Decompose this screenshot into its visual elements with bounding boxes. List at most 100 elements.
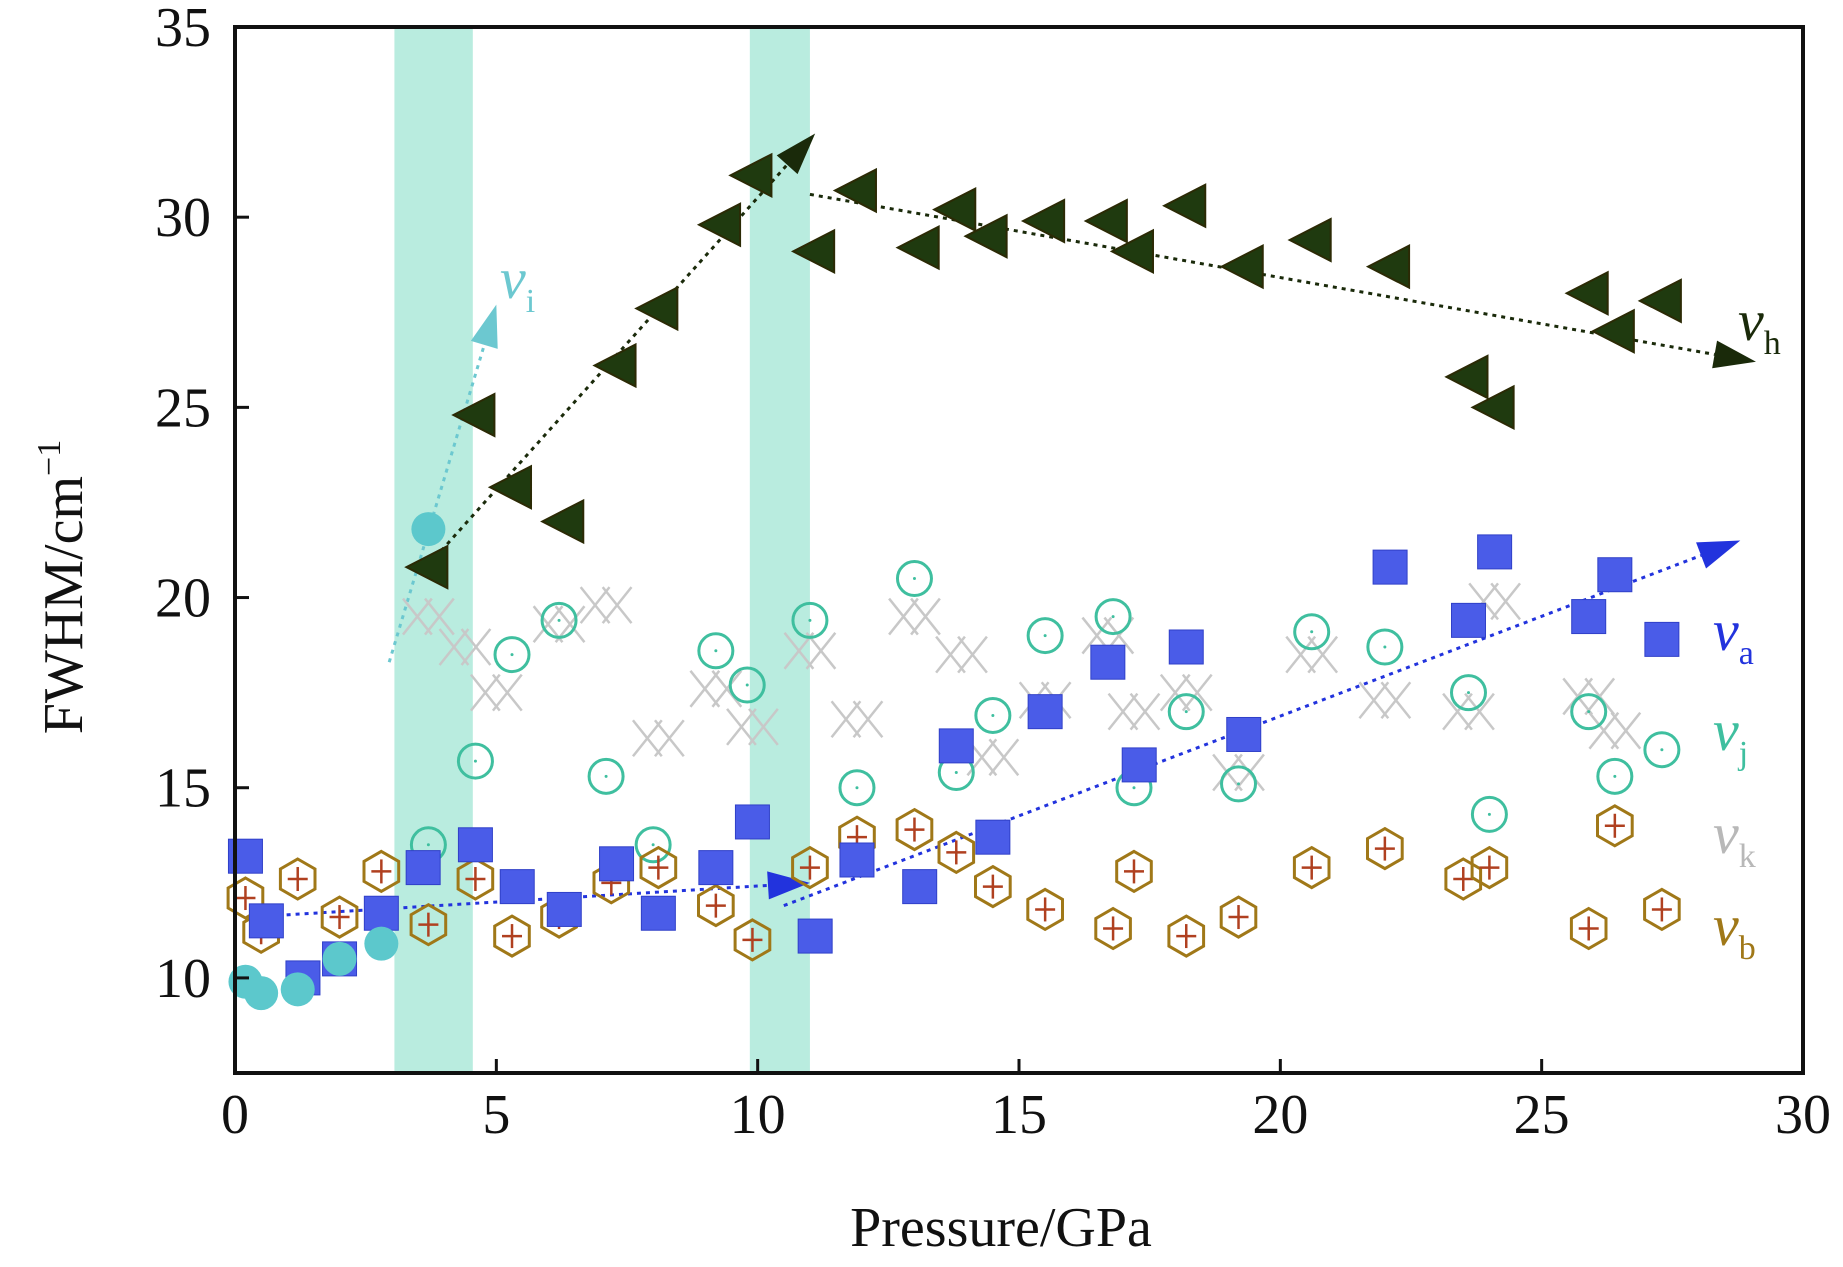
point-i-1 bbox=[244, 976, 279, 1011]
point-j-20 bbox=[1449, 674, 1487, 712]
point-a-4 bbox=[363, 895, 399, 931]
x-tick-label-4: 20 bbox=[1252, 1084, 1308, 1146]
point-b-5 bbox=[409, 902, 448, 947]
point-k-22 bbox=[1562, 677, 1616, 716]
point-k-23 bbox=[1588, 711, 1642, 750]
point-k-4 bbox=[579, 586, 633, 624]
point-a-25 bbox=[1477, 534, 1513, 570]
point-a-10 bbox=[640, 895, 676, 931]
point-a-20 bbox=[1121, 747, 1157, 783]
trend-i-0 bbox=[387, 344, 486, 663]
y-tick-label-2: 20 bbox=[155, 568, 211, 630]
x-tick-label-5: 25 bbox=[1514, 1084, 1570, 1146]
point-a-8 bbox=[546, 891, 582, 927]
transition-band-1 bbox=[394, 27, 473, 1073]
point-a-17 bbox=[975, 819, 1011, 855]
point-h-24 bbox=[1637, 278, 1682, 324]
point-k-1 bbox=[438, 628, 492, 666]
point-k-10 bbox=[888, 597, 941, 636]
point-b-10 bbox=[639, 845, 678, 890]
series-label-h: νh bbox=[1738, 288, 1781, 362]
point-b-25 bbox=[1444, 857, 1483, 901]
point-k-21 bbox=[1468, 582, 1522, 621]
point-k-2 bbox=[469, 673, 523, 712]
point-k-6 bbox=[689, 670, 743, 708]
point-k-0 bbox=[402, 597, 455, 636]
trend-arrow-h-1 bbox=[1712, 340, 1756, 369]
trend-arrow-i-0 bbox=[470, 304, 498, 349]
point-j-12 bbox=[974, 696, 1012, 734]
point-a-13 bbox=[797, 918, 833, 954]
point-a-1 bbox=[248, 903, 284, 939]
point-b-0 bbox=[226, 876, 265, 920]
point-k-19 bbox=[1358, 681, 1412, 720]
point-i-3 bbox=[322, 941, 357, 976]
point-h-23 bbox=[1590, 308, 1635, 354]
point-j-18 bbox=[1293, 613, 1331, 651]
point-k-20 bbox=[1442, 692, 1495, 731]
point-a-12 bbox=[734, 804, 770, 840]
point-j-21 bbox=[1470, 795, 1508, 833]
point-b-13 bbox=[791, 845, 829, 890]
point-b-15 bbox=[895, 807, 934, 852]
point-h-9 bbox=[832, 167, 877, 214]
point-h-13 bbox=[1020, 198, 1066, 244]
point-b-21 bbox=[1167, 914, 1206, 958]
point-k-12 bbox=[966, 738, 1020, 777]
point-a-15 bbox=[902, 869, 938, 905]
point-h-8 bbox=[790, 228, 836, 275]
point-h-15 bbox=[1109, 228, 1154, 275]
point-h-6 bbox=[696, 202, 742, 248]
point-k-11 bbox=[935, 635, 988, 674]
point-h-16 bbox=[1162, 183, 1207, 229]
point-j-17 bbox=[1220, 765, 1258, 803]
point-j-8 bbox=[791, 601, 829, 639]
point-b-11 bbox=[697, 883, 735, 928]
axes: 0 5 10 15 20 25 30 10 15 20 25 30 35 bbox=[155, 0, 1831, 1146]
point-a-5 bbox=[405, 850, 441, 886]
point-j-23 bbox=[1596, 757, 1634, 795]
y-tick-label-5: 35 bbox=[155, 0, 211, 59]
point-a-19 bbox=[1090, 644, 1126, 680]
x-tick-label-6: 30 bbox=[1775, 1084, 1831, 1146]
point-a-9 bbox=[599, 846, 635, 882]
point-h-5 bbox=[634, 285, 679, 332]
series-label-b-sub: b bbox=[1739, 930, 1756, 967]
series-label-a-sub: a bbox=[1739, 635, 1754, 672]
series-label-h-base: ν bbox=[1738, 288, 1764, 353]
point-b-19 bbox=[1094, 906, 1132, 951]
y-tick-label-4: 30 bbox=[155, 187, 211, 249]
point-j-9 bbox=[838, 769, 876, 807]
point-k-9 bbox=[830, 700, 884, 739]
point-b-28 bbox=[1596, 804, 1634, 848]
point-j-22 bbox=[1570, 693, 1608, 731]
trend-arrow-a-0 bbox=[767, 871, 810, 900]
series-label-k-sub: k bbox=[1739, 838, 1756, 875]
point-h-4 bbox=[592, 342, 637, 389]
point-k-5 bbox=[631, 719, 685, 758]
point-a-21 bbox=[1168, 629, 1204, 665]
point-j-1 bbox=[456, 742, 494, 780]
x-tick-label-2: 10 bbox=[730, 1084, 786, 1146]
point-a-22 bbox=[1226, 716, 1262, 752]
point-j-4 bbox=[587, 757, 625, 795]
point-h-7 bbox=[728, 152, 773, 198]
point-j-13 bbox=[1026, 617, 1064, 655]
shaded-bands bbox=[394, 27, 810, 1073]
point-k-18 bbox=[1285, 635, 1339, 674]
point-j-2 bbox=[493, 636, 531, 674]
point-h-18 bbox=[1287, 217, 1332, 263]
point-h-19 bbox=[1365, 243, 1411, 290]
trend-arrow-a-1 bbox=[1696, 540, 1741, 569]
series-label-k-base: ν bbox=[1713, 801, 1739, 866]
point-j-10 bbox=[895, 560, 933, 598]
series-label-i-sub: i bbox=[526, 283, 535, 320]
point-a-18 bbox=[1027, 694, 1063, 730]
point-a-16 bbox=[938, 728, 974, 764]
point-j-5 bbox=[634, 826, 672, 864]
point-h-17 bbox=[1219, 243, 1264, 290]
point-a-28 bbox=[1644, 621, 1680, 657]
point-k-15 bbox=[1107, 692, 1161, 731]
